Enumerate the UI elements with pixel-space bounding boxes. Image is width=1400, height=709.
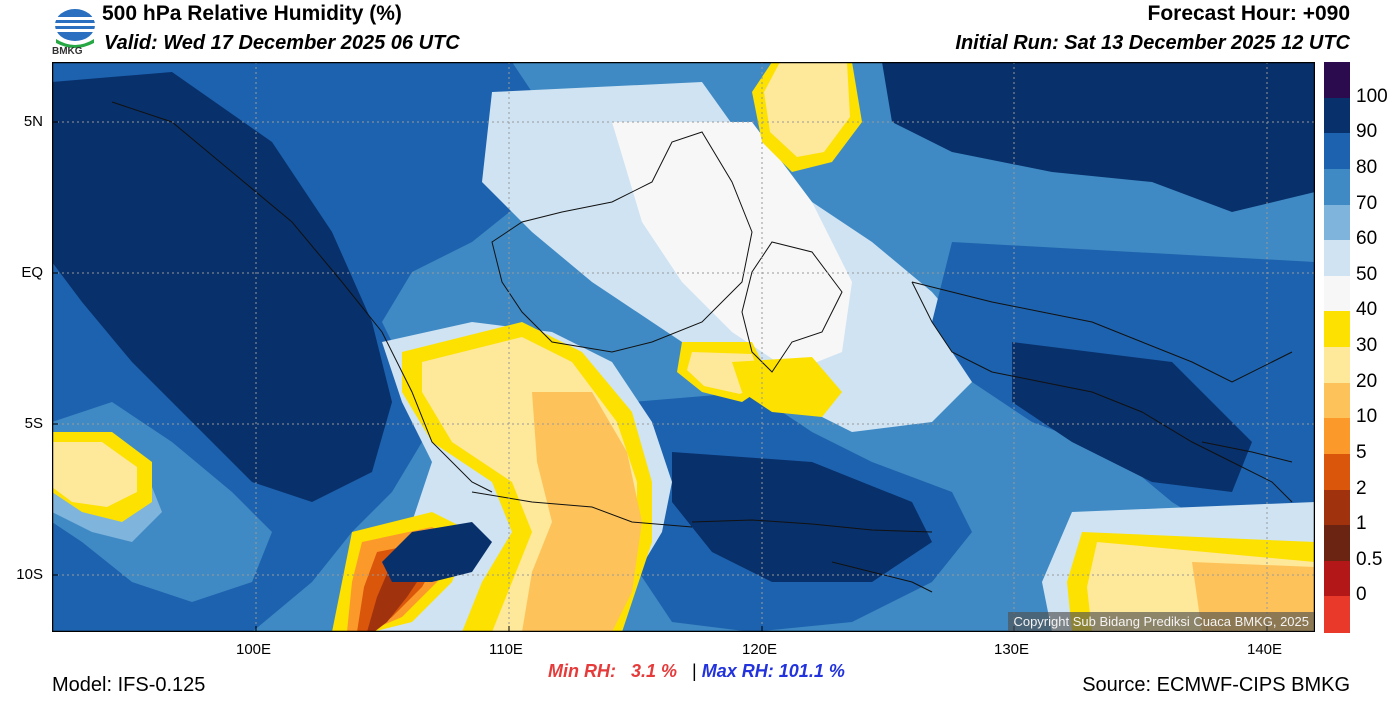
- lat-label-eq: EQ: [21, 264, 43, 281]
- source-label: Source: ECMWF-CIPS BMKG: [1082, 674, 1350, 696]
- humidity-fields: [52, 62, 1315, 632]
- colorbar-swatch: [1324, 311, 1350, 348]
- coastlines: [111, 101, 1293, 593]
- colorbar-label: 90: [1356, 121, 1378, 143]
- colorbar-swatch: [1324, 382, 1350, 419]
- colorbar-swatch: [1324, 275, 1350, 312]
- lon-label-100e: 100E: [236, 641, 272, 658]
- colorbar-swatch: [1324, 453, 1350, 490]
- colorbar-label: 60: [1356, 228, 1378, 250]
- max-rh-label: Max RH:: [701, 661, 774, 681]
- humidity-map: [52, 62, 1315, 632]
- colorbar-label: 30: [1356, 335, 1378, 356]
- min-rh-value: 3.1 %: [631, 661, 678, 681]
- colorbar-label: 2: [1356, 477, 1367, 499]
- lon-label-130e: 130E: [994, 641, 1030, 658]
- colorbar-label: 20: [1356, 370, 1378, 392]
- colorbar-label: 40: [1356, 299, 1378, 321]
- colorbar-label: 5: [1356, 441, 1367, 463]
- colorbar-label: 70: [1356, 192, 1378, 214]
- lat-label-5s: 5S: [24, 415, 43, 432]
- colorbar-swatch: [1324, 204, 1350, 241]
- model-label: Model: IFS-0.125: [52, 674, 206, 696]
- graticule: [52, 62, 1315, 632]
- colorbar-label: 0: [1356, 584, 1367, 606]
- colorbar-label: 0.5: [1356, 548, 1383, 570]
- colorbar-swatch: [1324, 168, 1350, 205]
- colorbar-swatch: [1324, 525, 1350, 562]
- colorbar-swatch: [1324, 560, 1350, 597]
- logo-text: BMKG: [52, 46, 83, 57]
- colorbar-label: 50: [1356, 263, 1378, 285]
- colorbar-swatch: [1324, 596, 1350, 633]
- copyright-notice: Copyright Sub Bidang Prediksi Cuaca BMKG…: [1008, 612, 1314, 631]
- valid-time: Valid: Wed 17 December 2025 06 UTC: [104, 32, 460, 54]
- lat-label-10s: 10S: [16, 566, 43, 583]
- lat-label-5n: 5N: [23, 113, 43, 130]
- forecast-hour: Forecast Hour: +090: [1147, 2, 1351, 25]
- colorbar-swatch: [1324, 62, 1350, 99]
- lon-label-110e: 110E: [489, 641, 523, 658]
- colorbar-swatch: [1324, 418, 1350, 455]
- max-rh-value: 101.1 %: [778, 661, 845, 681]
- initial-run: Initial Run: Sat 13 December 2025 12 UTC: [955, 32, 1350, 54]
- bmkg-logo: [55, 9, 95, 48]
- lon-label-120e: 120E: [742, 641, 778, 658]
- lon-label-140e: 140E: [1247, 641, 1283, 658]
- colorbar: [1324, 62, 1350, 633]
- min-max-readout: Min RH: 3.1 % | Max RH: 101.1 %: [548, 661, 845, 682]
- colorbar-swatch: [1324, 489, 1350, 526]
- colorbar-swatch: [1324, 97, 1350, 134]
- colorbar-swatch: [1324, 240, 1350, 277]
- colorbar-label: 80: [1356, 156, 1378, 178]
- colorbar-swatch: [1324, 133, 1350, 170]
- colorbar-swatch: [1324, 347, 1350, 384]
- min-rh-label: Min RH:: [548, 661, 616, 681]
- min-max-separator: |: [692, 661, 697, 681]
- colorbar-label: 1: [1356, 513, 1367, 535]
- map-title: 500 hPa Relative Humidity (%): [102, 2, 402, 25]
- colorbar-label: 10: [1356, 406, 1378, 428]
- colorbar-label: 100: [1356, 85, 1388, 107]
